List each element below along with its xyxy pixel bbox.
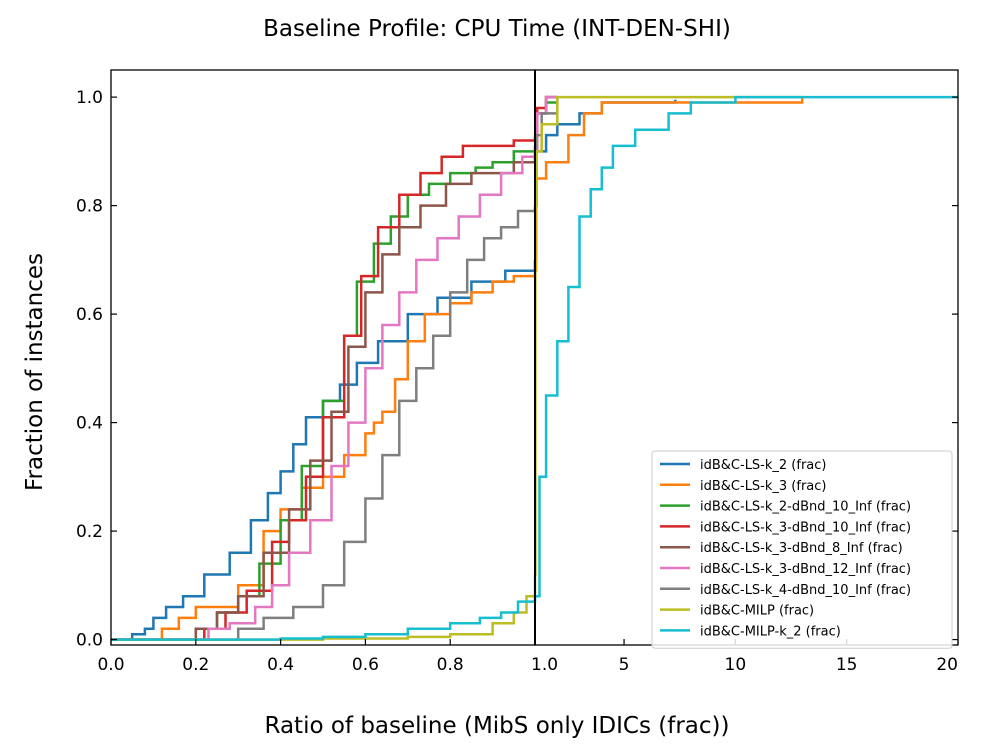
legend-label-8: idB&C-MILP-k_2 (frac) <box>700 624 841 639</box>
legend-label-1: idB&C-LS-k_3 (frac) <box>700 479 826 494</box>
y-axis-label: Fraction of instances <box>22 253 48 491</box>
x-tick-label-right-0: 1.0 <box>531 655 558 675</box>
y-tick-label-4: 0.8 <box>76 197 103 217</box>
legend-label-7: idB&C-MILP (frac) <box>700 604 814 619</box>
series-line-left-6 <box>111 205 537 641</box>
x-tick-label-right-4: 20 <box>936 655 958 675</box>
x-tick-label-right-2: 10 <box>725 655 747 675</box>
x-tick-label-left-0: 0.0 <box>97 655 124 675</box>
series-line-left-1 <box>111 270 537 641</box>
x-tick-label-left-2: 0.4 <box>267 655 294 675</box>
legend-label-3: idB&C-LS-k_3-dBnd_10_Inf (frac) <box>700 520 911 535</box>
legend-label-6: idB&C-LS-k_4-dBnd_10_Inf (frac) <box>700 583 911 598</box>
legend-box <box>651 450 953 649</box>
y-tick-label-2: 0.4 <box>76 414 103 434</box>
x-tick-label-left-3: 0.6 <box>352 655 379 675</box>
legend-label-5: idB&C-LS-k_3-dBnd_12_Inf (frac) <box>700 562 911 577</box>
series-line-right-8 <box>535 95 958 598</box>
y-tick-label-3: 0.6 <box>76 305 103 325</box>
x-tick-label-left-4: 0.8 <box>437 655 464 675</box>
y-tick-label-1: 0.2 <box>76 522 103 542</box>
series-line-left-3 <box>111 135 537 641</box>
y-tick-label-0: 0.0 <box>76 631 103 651</box>
x-tick-label-right-3: 15 <box>836 655 858 675</box>
legend-label-4: idB&C-LS-k_3-dBnd_8_Inf (frac) <box>700 541 903 556</box>
x-tick-label-right-1: 5 <box>619 655 630 675</box>
legend-label-2: idB&C-LS-k_2-dBnd_10_Inf (frac) <box>700 500 911 515</box>
plot-area: 0.0 0.2 0.4 0.6 0.8 1.0 0.0 0.2 0.4 0.6 0.8 1.0 5 10 1… <box>76 69 959 675</box>
series-line-left-5 <box>111 151 537 641</box>
legend-label-0: idB&C-LS-k_2 (frac) <box>700 458 826 473</box>
y-tick-label-5: 1.0 <box>76 88 103 108</box>
x-tick-label-left-1: 0.2 <box>182 655 209 675</box>
series-line-left-4 <box>111 151 537 641</box>
series-line-left-8 <box>111 596 537 641</box>
x-axis-label: Ratio of baseline (MibS only IDICs (frac… <box>264 713 729 739</box>
chart-title: Baseline Profile: CPU Time (INT-DEN-SHI) <box>263 16 731 42</box>
legend: idB&C-LS-k_2 (frac) idB&C-LS-k_3 (frac) id… <box>651 450 953 649</box>
